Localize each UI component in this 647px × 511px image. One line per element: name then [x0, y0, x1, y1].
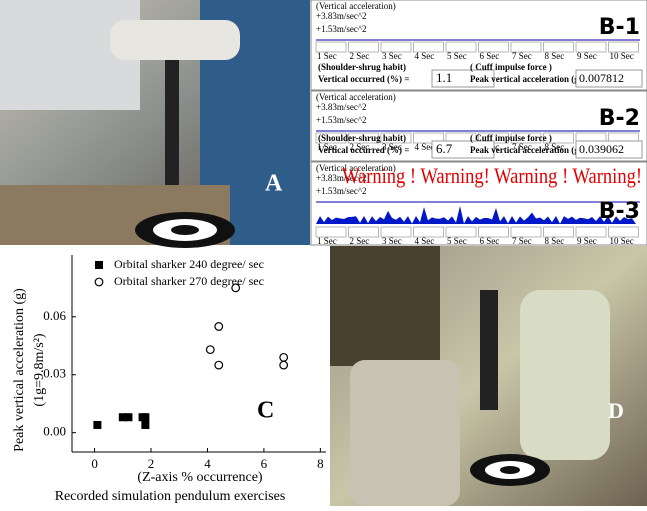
figure: A D C (Vertical acceleration)+3.83m/sec^… [0, 0, 647, 506]
second-label: 10 Sec [610, 51, 634, 61]
x-label: (Z-axis % occurrence) [137, 470, 262, 485]
second-label: 3 Sec [382, 236, 402, 246]
field-label: ( Cuff impulse force ) [470, 133, 552, 143]
scale-label: +1.53m/sec^2 [316, 24, 367, 34]
point [141, 421, 149, 429]
second-label: 10 Sec [610, 236, 634, 246]
y-label: Peak vertical acceleration (g) [12, 288, 27, 452]
second-label: 3 Sec [382, 51, 402, 61]
second-label: 4 Sec [415, 142, 435, 152]
point [206, 346, 214, 354]
x-tick-label: 6 [261, 456, 268, 471]
legend-label: Orbital sharker 270 degree/ sec [114, 274, 264, 288]
point [93, 421, 101, 429]
second-label: 5 Sec [447, 51, 467, 61]
panel-label: D [608, 398, 624, 423]
second-label: 4 Sec [415, 236, 435, 246]
second-label: 8 Sec [545, 51, 565, 61]
point [215, 323, 223, 331]
field-label: Vertical occurred (%) = [318, 74, 409, 84]
warning: Warning ! Warning! Warning ! Warning! [342, 163, 642, 188]
second-label: 4 Sec [415, 51, 435, 61]
scale-label: +3.83m/sec^2 [316, 102, 367, 112]
point [95, 278, 103, 286]
second-label: 2 Sec [350, 51, 370, 61]
point [280, 354, 288, 362]
y-label: (1g=9.8m/s²) [32, 333, 47, 406]
x-tick-label: 2 [148, 456, 155, 471]
monitor-heading: (Vertical acceleration) [316, 1, 396, 11]
field-value: 6.7 [436, 141, 453, 156]
panel-label: B-3 [599, 199, 640, 224]
panel-label: B-1 [599, 15, 640, 40]
photo-d [330, 246, 647, 506]
second-label: 9 Sec [577, 236, 597, 246]
second-label: 7 Sec [512, 51, 532, 61]
panel-label: A [265, 171, 283, 197]
legend-label: Orbital sharker 240 degree/ sec [114, 257, 264, 271]
field-label: (Shoulder-shrug habit) [318, 133, 406, 143]
point [280, 361, 288, 369]
panel-label: B-2 [599, 106, 640, 131]
scale-label: +3.83m/sec^2 [316, 11, 367, 21]
field-label: (Shoulder-shrug habit) [318, 62, 406, 72]
second-label: 9 Sec [577, 51, 597, 61]
field-label: Vertical occurred (%) = [318, 145, 409, 155]
panel-label: C [257, 398, 274, 424]
point [124, 413, 132, 421]
second-label: 2 Sec [350, 236, 370, 246]
x-tick-label: 0 [91, 456, 98, 471]
second-label: 6 Sec [480, 236, 500, 246]
second-label: 1 Sec [317, 51, 337, 61]
second-label: 6 Sec [480, 51, 500, 61]
field-value: 1.1 [436, 70, 452, 85]
field-value: 0.007812 [579, 71, 624, 85]
scale-label: +1.53m/sec^2 [316, 115, 367, 125]
x-tick-label: 8 [317, 456, 324, 471]
point [232, 284, 240, 292]
page: A D C (Vertical acceleration)+3.83m/sec^… [0, 0, 647, 506]
field-value: 0.039062 [579, 142, 624, 156]
second-label: 8 Sec [545, 236, 565, 246]
second-label: 5 Sec [447, 236, 467, 246]
second-label: 1 Sec [317, 236, 337, 246]
field-label: Peak vertical acceleration (g) = [470, 145, 589, 155]
x-label: Recorded simulation pendulum exercises [55, 489, 286, 504]
point [141, 413, 149, 421]
field-label: Peak vertical acceleration (g) = [470, 74, 589, 84]
second-label: 7 Sec [512, 236, 532, 246]
x-tick-label: 4 [204, 456, 211, 471]
point [95, 261, 103, 269]
y-tick-label: 0.06 [43, 308, 66, 323]
y-tick-label: 0.00 [43, 424, 66, 439]
point [215, 361, 223, 369]
monitor-heading: (Vertical acceleration) [316, 92, 396, 102]
photo-a [0, 0, 310, 248]
field-label: ( Cuff impulse force ) [470, 62, 552, 72]
